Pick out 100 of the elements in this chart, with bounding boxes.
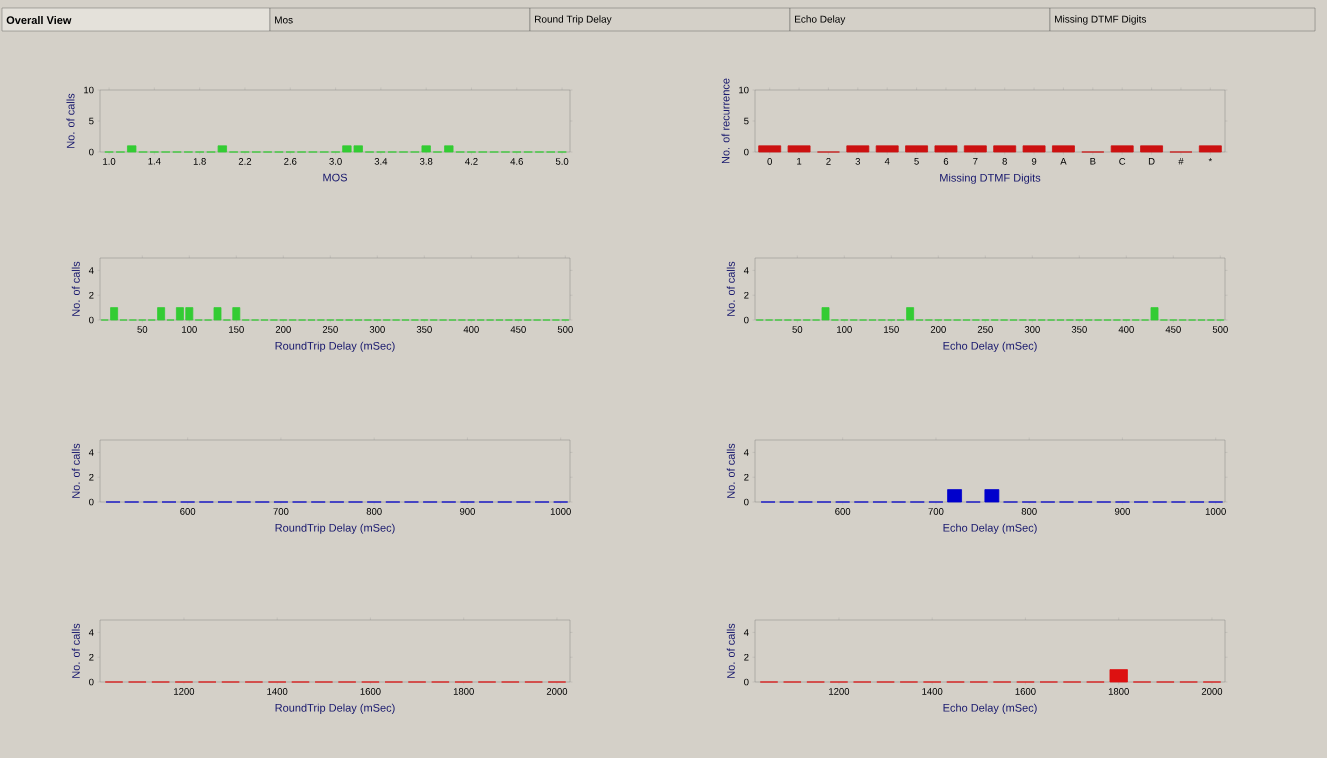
x-axis-title: RoundTrip Delay (mSec) [275,341,395,352]
x-tick-label: 200 [275,326,291,333]
x-tick-label: 700 [928,508,944,515]
x-tick-label: 9 [1031,158,1037,165]
x-tick-label: # [1178,158,1184,165]
x-tick-label: D [1148,158,1155,165]
x-tick-label: 250 [322,326,338,333]
x-axis-title: Missing DTMF Digits [940,173,1041,184]
text: Overall View [6,15,72,25]
y-tick-label: 0 [89,316,94,324]
x-tick-label: 1000 [1205,508,1226,515]
x-tick-label: 600 [180,508,196,515]
x-axis-title: MOS [323,173,348,182]
x-tick-label: 7 [973,158,978,165]
x-tick-label: 700 [273,508,289,515]
x-tick-label: 1 [797,158,802,165]
x-tick-label: 900 [459,508,475,515]
x-tick-label: 3.0 [329,158,342,165]
y-tick-label: 0 [89,498,94,506]
x-tick-label: B [1090,158,1096,165]
x-tick-label: 150 [229,326,244,333]
x-tick-label: 2000 [1201,688,1223,695]
x-tick-label: 0 [767,158,772,165]
x-tick-label: 1.0 [103,158,116,165]
x-tick-label: 500 [557,326,573,333]
y-tick-label: 0 [744,316,749,324]
x-tick-label: 6 [943,158,949,165]
x-tick-label: 1.4 [148,158,161,165]
x-tick-label: C [1119,158,1126,165]
x-tick-label: 1600 [1015,688,1036,695]
y-tick-label: 10 [84,86,94,94]
x-tick-label: 250 [977,326,993,333]
x-tick-label: 200 [930,326,946,333]
y-tick-label: 2 [744,291,749,299]
x-tick-label: 450 [1165,326,1181,333]
y-axis-title: No. of calls [726,261,735,316]
y-tick-label: 2 [89,473,94,481]
x-tick-label: 3.4 [374,158,388,165]
x-tick-label: A [1060,158,1067,165]
y-tick-label: 4 [743,629,749,636]
x-tick-label: 4.6 [510,158,523,165]
x-axis-title: Echo Delay (mSec) [943,523,1037,534]
y-tick-label: 0 [89,678,94,686]
x-tick-label: 300 [369,326,385,333]
y-tick-label: 0 [744,148,749,156]
x-tick-label: 1.8 [193,158,206,165]
x-tick-label: 50 [792,326,803,333]
y-tick-label: 2 [744,653,749,661]
y-axis-title: No. of calls [71,623,80,678]
y-tick-label: 2 [744,473,749,481]
x-tick-label: 1800 [453,688,474,695]
x-tick-label: 2.2 [238,158,252,165]
x-tick-label: 350 [1071,326,1087,333]
y-tick-label: 2 [89,653,94,661]
x-tick-label: 300 [1024,326,1040,333]
y-tick-label: 4 [88,629,94,636]
y-tick-label: 0 [744,678,749,686]
y-axis-title: No. of recurrence [721,78,730,164]
x-tick-label: 400 [1118,326,1134,333]
y-tick-label: 4 [88,267,94,274]
x-tick-label: 4.2 [465,158,478,165]
y-tick-label: 5 [89,117,94,125]
x-tick-label: 2000 [546,688,568,695]
x-tick-label: 350 [416,326,432,333]
x-tick-label: 5 [914,158,919,165]
x-axis-title: RoundTrip Delay (mSec) [275,523,395,534]
y-tick-label: 2 [89,291,94,299]
y-tick-label: 4 [743,267,749,274]
x-tick-label: 2 [826,158,831,165]
x-tick-label: 900 [1114,508,1130,515]
y-tick-label: 0 [744,498,749,506]
x-tick-label: 1200 [174,688,195,695]
y-tick-label: 4 [743,449,749,456]
x-tick-label: 1800 [1108,688,1129,695]
x-tick-label: 5.0 [555,158,569,165]
x-tick-label: 1200 [829,688,850,695]
x-axis-title: Echo Delay (mSec) [943,703,1037,714]
x-tick-label: 100 [182,326,197,333]
y-axis-title: No. of calls [71,261,80,316]
x-tick-label: 1000 [550,508,571,515]
x-tick-label: 800 [366,508,382,515]
text: Echo Delay [795,15,846,25]
y-axis-title: No. of calls [66,93,75,148]
y-tick-label: 10 [739,86,749,94]
x-tick-label: 4 [884,158,890,165]
x-tick-label: 500 [1212,326,1228,333]
x-tick-label: 450 [510,326,526,333]
x-tick-label: 1400 [922,688,943,695]
x-tick-label: * [1208,158,1213,162]
x-tick-label: 600 [835,508,851,515]
y-axis-title: No. of calls [726,623,735,678]
y-tick-label: 0 [89,148,94,156]
x-axis-title: RoundTrip Delay (mSec) [275,703,395,714]
x-tick-label: 1400 [267,688,288,695]
x-tick-label: 8 [1002,158,1007,165]
x-tick-label: 3.8 [419,158,433,165]
x-tick-label: 800 [1021,508,1037,515]
x-tick-label: 1600 [360,688,381,695]
x-tick-label: 400 [463,326,479,333]
x-tick-label: 100 [837,326,852,333]
